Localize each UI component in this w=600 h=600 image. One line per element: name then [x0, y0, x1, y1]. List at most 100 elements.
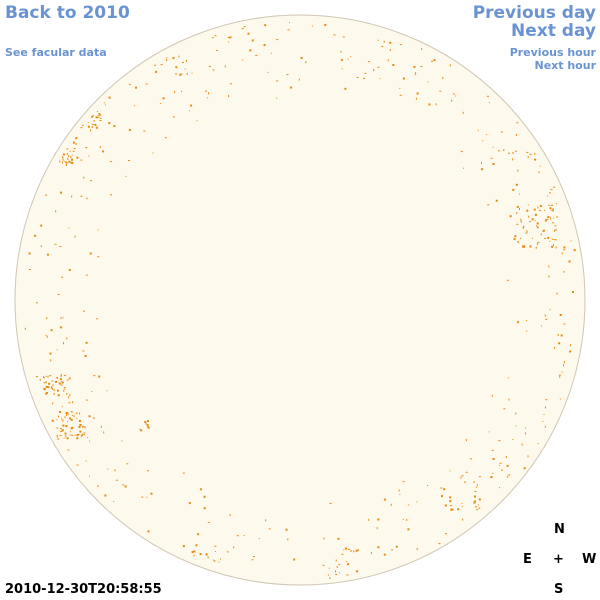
compass-north: N	[554, 522, 565, 537]
facula-point	[55, 380, 57, 383]
facula-point	[552, 208, 554, 211]
facula-point	[328, 574, 329, 576]
facula-point	[85, 460, 87, 462]
facula-point	[420, 66, 423, 68]
facula-point	[66, 412, 68, 415]
facula-point	[519, 193, 520, 195]
facula-point	[550, 217, 551, 220]
facula-point	[449, 500, 452, 503]
facula-point	[573, 249, 576, 252]
facula-point	[70, 161, 72, 164]
facula-point	[60, 417, 62, 419]
compass-center: +	[553, 552, 564, 567]
facula-point	[526, 151, 529, 153]
facula-point	[205, 553, 208, 556]
facula-point	[60, 375, 62, 378]
facula-point	[545, 406, 546, 409]
facula-point	[438, 543, 441, 545]
facula-point	[523, 225, 525, 228]
facula-point	[520, 237, 521, 239]
facula-point	[528, 215, 530, 218]
facula-point	[52, 384, 54, 387]
facula-point	[408, 504, 410, 506]
facula-point	[553, 217, 555, 219]
facula-point	[457, 508, 460, 511]
facula-point	[76, 412, 78, 415]
facula-point	[186, 72, 188, 75]
facula-point	[547, 236, 550, 239]
facula-point	[290, 86, 293, 89]
facula-point	[80, 159, 83, 161]
facula-point	[68, 402, 71, 404]
facula-point	[35, 302, 38, 304]
facula-point	[381, 45, 384, 47]
facula-point	[339, 572, 340, 574]
facula-point	[87, 437, 89, 438]
next-day-link[interactable]: Next day	[511, 21, 596, 41]
facula-point	[91, 126, 93, 128]
facula-point	[512, 152, 514, 154]
facula-point	[243, 26, 246, 28]
facula-point	[76, 434, 79, 437]
facula-point	[87, 122, 89, 124]
previous-day-link[interactable]: Previous day	[472, 3, 596, 23]
facula-point	[45, 385, 48, 388]
facula-point	[69, 417, 72, 420]
facula-point	[43, 376, 44, 379]
facula-point	[85, 399, 88, 401]
facula-point	[416, 548, 418, 551]
facula-point	[524, 432, 526, 435]
facula-point	[554, 229, 556, 232]
facula-point	[455, 95, 457, 97]
facula-point	[71, 158, 73, 161]
facula-point	[249, 49, 252, 52]
facula-point	[68, 155, 70, 157]
facula-point	[140, 429, 143, 432]
facula-point	[506, 464, 509, 467]
facula-point	[276, 97, 278, 99]
next-hour-link[interactable]: Next hour	[534, 59, 597, 72]
facula-point	[526, 209, 529, 212]
facula-point	[474, 500, 476, 503]
facula-point	[544, 314, 546, 317]
facula-point	[563, 246, 566, 249]
facula-point	[462, 505, 464, 507]
facula-point	[79, 430, 82, 433]
facula-point	[347, 563, 350, 566]
facula-point	[551, 245, 554, 248]
facula-point	[212, 559, 214, 561]
facula-point	[66, 393, 68, 394]
facula-point	[98, 375, 101, 378]
facula-point	[554, 346, 556, 349]
facula-point	[134, 105, 136, 107]
facula-point	[395, 545, 398, 548]
see-facular-data-link[interactable]: See facular data	[5, 46, 107, 59]
facula-point	[69, 377, 71, 380]
facula-point	[147, 420, 149, 423]
facula-point	[482, 140, 484, 142]
facula-point	[97, 229, 99, 231]
facula-point	[65, 425, 68, 428]
previous-hour-link[interactable]: Previous hour	[509, 46, 596, 59]
facula-point	[56, 435, 58, 437]
facula-point	[94, 123, 97, 126]
facula-point	[218, 561, 220, 563]
facula-point	[124, 485, 127, 488]
facula-point	[106, 390, 108, 392]
facula-point	[539, 210, 542, 212]
back-to-year-link[interactable]: Back to 2010	[5, 3, 130, 23]
facula-point	[311, 25, 313, 27]
facula-point	[214, 35, 217, 37]
facula-point	[421, 48, 423, 51]
facula-point	[516, 122, 519, 124]
facula-point	[264, 24, 267, 27]
facula-point	[324, 23, 327, 26]
facula-point	[268, 528, 271, 530]
facula-point	[556, 216, 559, 218]
facula-point	[58, 382, 61, 385]
facula-point	[70, 418, 73, 421]
facula-point	[77, 434, 80, 435]
facula-point	[255, 54, 258, 56]
facula-point	[61, 419, 64, 421]
